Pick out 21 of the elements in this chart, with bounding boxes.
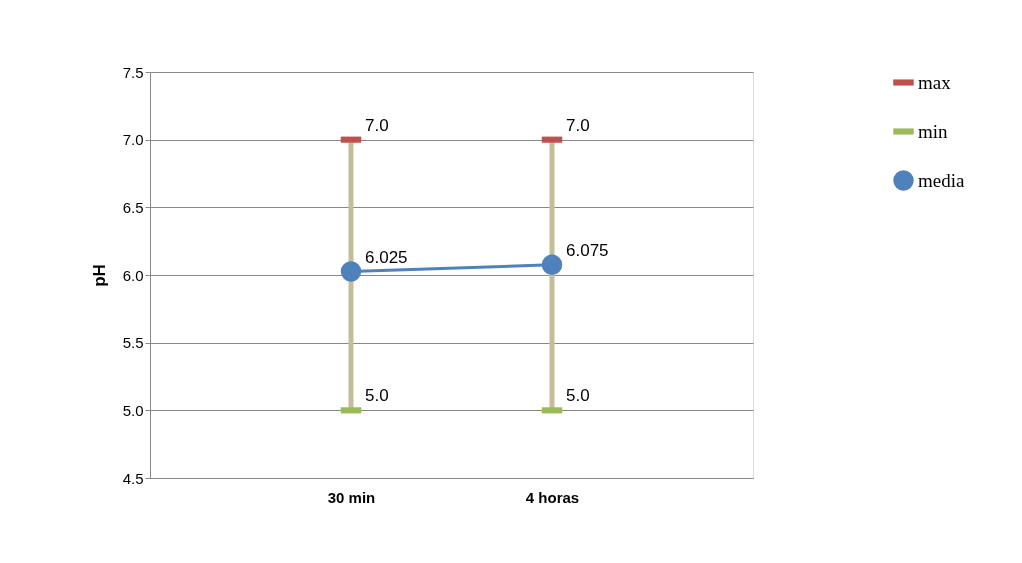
y-tick-label: 6.0 [122,266,144,284]
data-label: 5.0 [365,386,389,406]
legend-label: media [918,169,965,191]
point [541,254,563,276]
data-label: 6.025 [365,247,408,267]
y-axis-title: pH [89,264,109,287]
y-tick-label: 7.5 [122,63,144,81]
y-tick-label: 4.5 [122,469,144,487]
legend-label: min [918,120,949,142]
legend-label: max [918,71,952,93]
y-tick-label: 6.5 [122,198,144,216]
y-tick-label: 7.0 [122,131,144,149]
point [340,261,362,282]
x-tick-label: 30 min [327,488,376,506]
data-label: 5.0 [566,386,590,406]
data-label: 7.0 [566,115,590,135]
y-tick-label: 5.5 [122,334,144,352]
data-label: 6.075 [566,240,609,260]
y-tick-label: 5.0 [122,401,144,419]
x-tick-label: 4 horas [525,488,580,506]
data-label: 7.0 [365,115,389,135]
